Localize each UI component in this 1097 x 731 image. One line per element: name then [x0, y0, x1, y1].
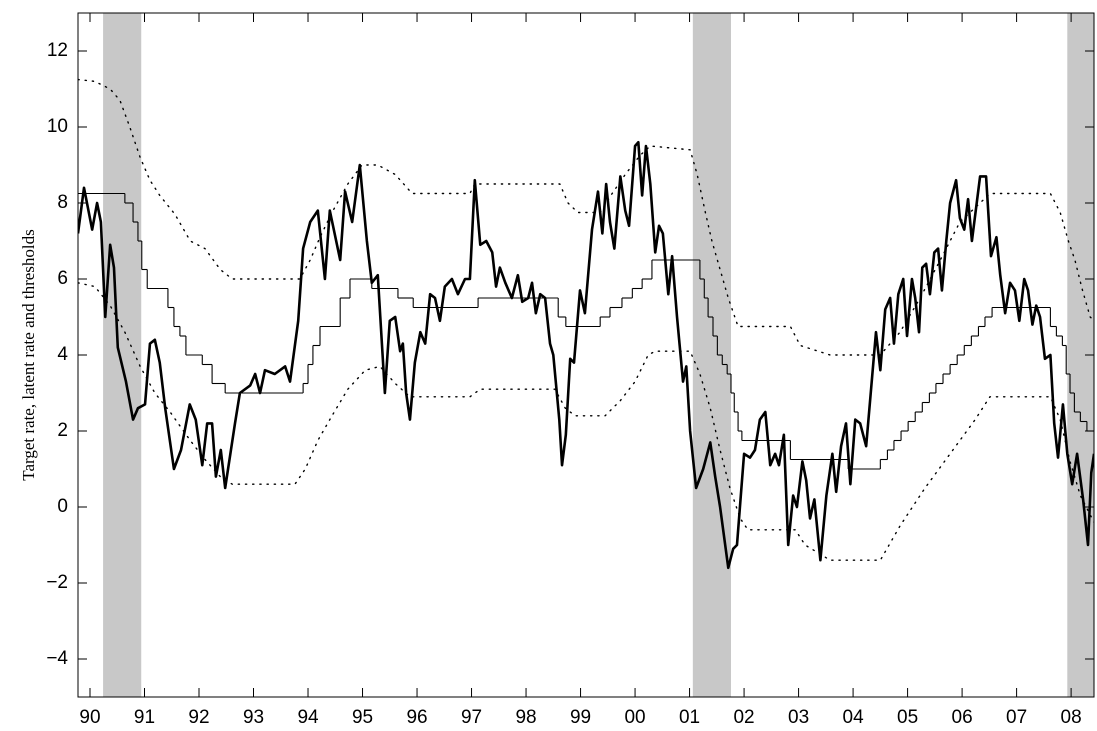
- shaded-period: [103, 13, 142, 697]
- x-tick-label: 00: [624, 707, 645, 728]
- x-tick-label: 99: [570, 707, 591, 728]
- y-tick-label: −4: [46, 648, 68, 669]
- y-axis-label: Target rate, latent rate and thresholds: [19, 229, 38, 481]
- x-tick-label: 95: [352, 707, 373, 728]
- x-tick-label: 93: [243, 707, 264, 728]
- y-tick-label: 12: [47, 40, 68, 61]
- x-tick-label: 01: [679, 707, 700, 728]
- shaded-period: [692, 13, 731, 697]
- x-tick-label: 02: [733, 707, 754, 728]
- y-tick-label: 4: [57, 344, 68, 365]
- y-tick-label: 10: [47, 116, 68, 137]
- y-tick-label: −2: [46, 572, 68, 593]
- x-tick-label: 05: [897, 707, 918, 728]
- x-tick-label: 03: [788, 707, 809, 728]
- y-tick-label: 8: [57, 192, 68, 213]
- x-tick-label: 08: [1061, 707, 1082, 728]
- series-line: [78, 140, 1094, 570]
- x-tick-label: 90: [79, 707, 100, 728]
- x-tick-label: 07: [1006, 707, 1027, 728]
- y-tick-label: 0: [57, 496, 68, 517]
- plot-frame: [77, 12, 1095, 698]
- x-tick-label: 97: [461, 707, 482, 728]
- x-tick-label: 06: [952, 707, 973, 728]
- x-tick-label: 91: [134, 707, 155, 728]
- x-tick-label: 98: [515, 707, 536, 728]
- x-tick-label: 04: [843, 707, 865, 728]
- threshold-line: [78, 282, 1094, 561]
- x-tick-label: 96: [406, 707, 427, 728]
- x-tick-label: 94: [297, 707, 319, 728]
- y-tick-label: 2: [57, 420, 68, 441]
- y-tick-label: 6: [57, 268, 68, 289]
- threshold-line: [78, 78, 1094, 356]
- x-tick-label: 92: [188, 707, 209, 728]
